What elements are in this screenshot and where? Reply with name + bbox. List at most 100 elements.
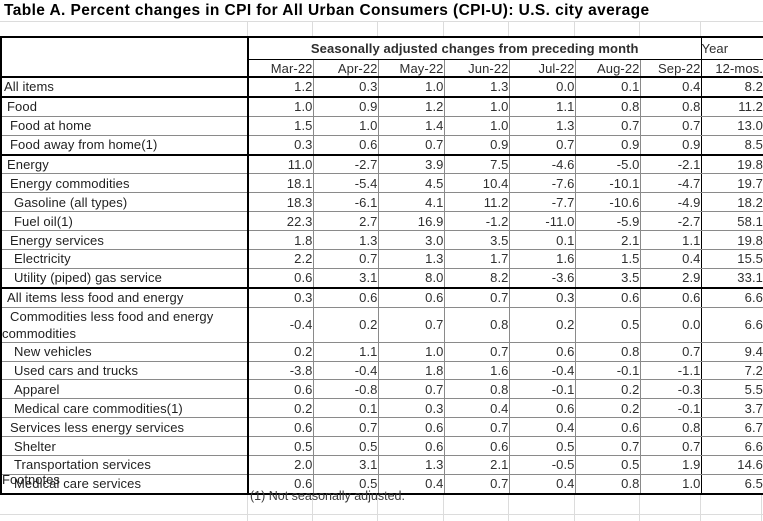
value-cell: 0.7 (575, 116, 641, 136)
value-cell: 4.1 (378, 192, 445, 213)
value-cell: 18.1 (248, 173, 314, 194)
grid-line (377, 21, 378, 36)
value-cell: 0.4 (640, 249, 702, 269)
table-row: Fuel oil(1) 22.3 2.7 16.9 -1.2 -11.0 -5.9 -2.7 5… (1, 211, 763, 232)
grid-line (312, 21, 313, 36)
row-label: Commodities less food and energy commodi… (1, 307, 249, 343)
value-cell: 6.7 (701, 417, 763, 438)
value-cell: 0.6 (313, 135, 379, 156)
value-cell: 0.2 (313, 307, 379, 343)
value-cell: -0.1 (575, 361, 641, 381)
cpi-table: Seasonally adjusted changes from precedi… (0, 36, 763, 495)
value-cell: 1.0 (378, 77, 445, 98)
value-cell: 0.6 (378, 287, 445, 308)
value-cell: 18.3 (248, 192, 314, 213)
value-cell: 16.9 (378, 211, 445, 232)
value-cell: 1.2 (378, 96, 445, 117)
value-cell: 0.2 (248, 342, 314, 362)
grid-line (508, 21, 509, 36)
row-label: Energy commodities (1, 173, 249, 194)
value-cell: -1.2 (444, 211, 510, 232)
row-label: Services less energy services (1, 417, 249, 438)
value-cell: 0.7 (444, 474, 510, 494)
row-label: Electricity (1, 249, 249, 269)
value-cell: 1.6 (444, 361, 510, 381)
value-cell: -7.7 (509, 192, 576, 213)
table-row: Food 1.0 0.9 1.2 1.0 1.1 0.8 0.8 11.2 (1, 96, 763, 117)
value-cell: -0.5 (509, 455, 576, 475)
value-cell: 2.0 (248, 455, 314, 475)
value-cell: 0.6 (444, 436, 510, 457)
value-cell: 0.3 (248, 135, 314, 156)
value-cell: 0.2 (248, 398, 314, 419)
value-cell: 0.7 (640, 116, 702, 136)
value-cell: 1.6 (509, 249, 576, 269)
value-cell: 0.5 (248, 436, 314, 457)
value-cell: 3.5 (575, 268, 641, 289)
value-cell: 0.6 (640, 287, 702, 308)
value-cell: 7.5 (444, 154, 510, 175)
value-cell: -5.4 (313, 173, 379, 194)
value-cell: 0.9 (444, 135, 510, 156)
value-cell: 0.4 (509, 417, 576, 438)
value-cell: 3.5 (444, 230, 510, 251)
table-row: Medical care commodities(1) 0.2 0.1 0.3 0.4 0… (1, 398, 763, 419)
value-cell: 0.2 (575, 379, 641, 400)
value-cell: 0.6 (575, 417, 641, 438)
value-cell: 0.4 (640, 77, 702, 98)
header-row-1: Seasonally adjusted changes from precedi… (1, 37, 763, 78)
value-cell: 19.7 (701, 173, 763, 194)
grid-line (639, 21, 640, 36)
grid-line (639, 472, 640, 521)
table-row: Food away from home(1) 0.3 0.6 0.7 0.9 0.7 0.9… (1, 135, 763, 156)
table-row: Energy 11.0 -2.7 3.9 7.5 -4.6 -5.0 -2.1 19.8 (1, 154, 763, 175)
value-cell: 0.6 (248, 474, 314, 494)
value-cell: 0.6 (509, 398, 576, 419)
value-cell: 1.3 (378, 249, 445, 269)
header-row-2: Mar-22 Apr-22 May-22 Jun-22 Jul-22 Aug-2… (1, 59, 763, 78)
value-cell: 1.9 (640, 455, 702, 475)
value-cell: 15.5 (701, 249, 763, 269)
page-title: Table A. Percent changes in CPI for All … (4, 2, 650, 19)
value-cell: -0.1 (640, 398, 702, 419)
value-cell: 0.3 (313, 77, 379, 98)
value-cell: 1.1 (313, 342, 379, 362)
value-cell: 0.7 (378, 307, 445, 343)
footnotes-heading: Footnotes (2, 472, 60, 487)
value-cell: -10.6 (575, 192, 641, 213)
value-cell: -0.8 (313, 379, 379, 400)
header-month: May-22 (378, 59, 445, 78)
value-cell: 1.0 (378, 342, 445, 362)
table-row: Electricity 2.2 0.7 1.3 1.7 1.6 1.5 0.4 15.5 (1, 249, 763, 269)
value-cell: 1.1 (640, 230, 702, 251)
value-cell: 11.0 (248, 154, 314, 175)
grid-line (247, 21, 248, 36)
grid-line (377, 472, 378, 521)
value-cell: 0.2 (509, 307, 576, 343)
value-cell: -2.1 (640, 154, 702, 175)
value-cell: -4.7 (640, 173, 702, 194)
value-cell: 1.0 (248, 96, 314, 117)
value-cell: 0.7 (509, 135, 576, 156)
row-label: Apparel (1, 379, 249, 400)
table-row: Services less energy services 0.6 0.7 0.6 0.… (1, 417, 763, 438)
value-cell: 0.3 (378, 398, 445, 419)
value-cell: 7.2 (701, 361, 763, 381)
value-cell: 19.8 (701, 154, 763, 175)
header-month: Aug-22 (575, 59, 641, 78)
value-cell: 1.3 (444, 77, 510, 98)
value-cell: 1.8 (248, 230, 314, 251)
value-cell: 0.0 (509, 77, 576, 98)
value-cell: 3.0 (378, 230, 445, 251)
value-cell: 1.0 (444, 116, 510, 136)
table-row: Transportation services 2.0 3.1 1.3 2.1 -0.5 0… (1, 455, 763, 475)
header-month: Mar-22 (248, 59, 314, 78)
value-cell: 0.4 (378, 474, 445, 494)
table-row: Utility (piped) gas service 0.6 3.1 8.0 8.2-… (1, 268, 763, 289)
value-cell: 0.6 (248, 417, 314, 438)
value-cell: 1.5 (575, 249, 641, 269)
row-label: Transportation services (1, 455, 249, 475)
value-cell: 0.6 (575, 287, 641, 308)
value-cell: 0.7 (313, 249, 379, 269)
